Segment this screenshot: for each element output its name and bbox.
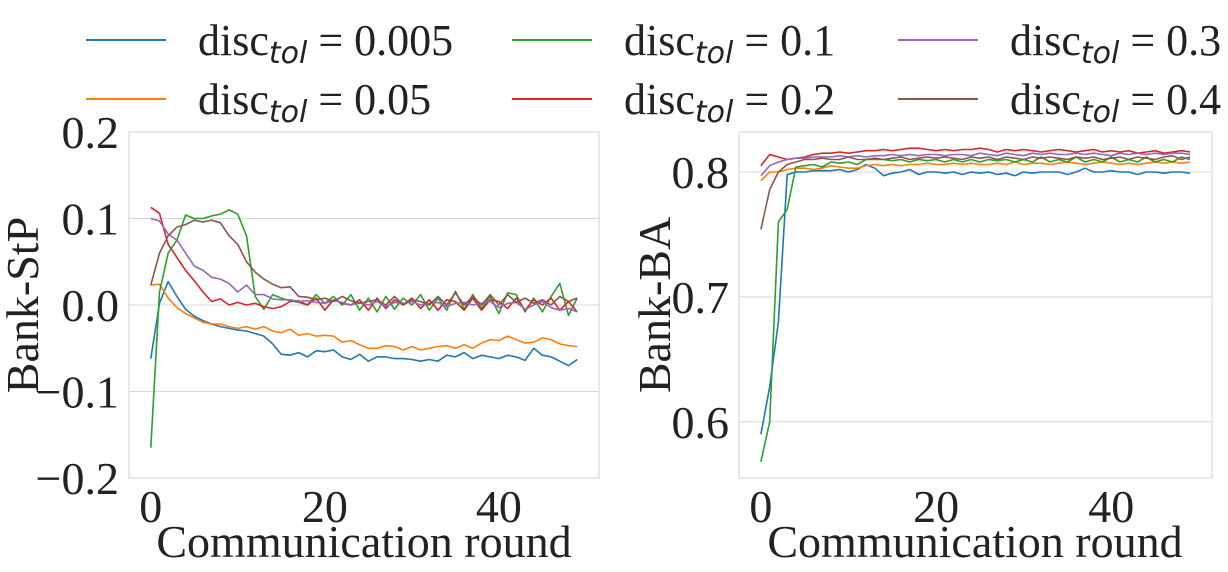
legend-entry: disctol = 0.005	[86, 16, 453, 71]
x-tick-label: 20	[913, 481, 959, 532]
plot-area	[739, 132, 1212, 478]
x-axis-title: Communication round	[767, 516, 1182, 567]
legend-label: disctol = 0.1	[624, 16, 835, 71]
plot-frame	[738, 131, 1213, 479]
y-tick-label: −0.2	[36, 453, 119, 504]
series-line-0	[150, 280, 578, 367]
x-axis-title: Communication round	[156, 516, 571, 567]
y-axis-title: Bank-BA	[629, 217, 680, 393]
series-line-1	[150, 283, 578, 351]
legend-label: disctol = 0.005	[198, 16, 453, 71]
legend-label: disctol = 0.2	[624, 75, 835, 130]
plot-frame	[128, 131, 600, 479]
series-line-1	[760, 161, 1191, 182]
x-tick-label: 20	[302, 481, 348, 532]
x-tick-label: 0	[749, 481, 772, 532]
y-tick-label: −0.1	[36, 367, 119, 418]
series-line-0	[760, 163, 1191, 435]
legend-label: disctol = 0.4	[1010, 75, 1221, 130]
y-tick-label: 0.6	[672, 397, 730, 448]
y-tick-label: 0.2	[62, 107, 120, 158]
legend-label: disctol = 0.05	[198, 75, 431, 130]
x-tick-labels: 0 20 40	[139, 481, 522, 532]
y-tick-label: 0.8	[672, 147, 730, 198]
legend-entry: disctol = 0.1	[512, 16, 835, 71]
series-line-2	[760, 156, 1191, 462]
legend-entry: disctol = 0.05	[86, 75, 431, 130]
panel-bank-stp: −0.2 −0.1 0.0 0.1 0.2 0 20 40 Communication ro…	[0, 107, 600, 567]
x-tick-label: 40	[476, 481, 522, 532]
x-tick-label: 0	[139, 481, 162, 532]
series-line-4	[150, 217, 578, 313]
y-tick-label: 0.0	[62, 280, 120, 331]
y-tick-labels: 0.6 0.7 0.8	[672, 147, 730, 448]
y-tick-label: 0.7	[672, 272, 730, 323]
panel-bank-ba: 0.6 0.7 0.8 0 20 40 Communication round Bank…	[629, 131, 1213, 567]
legend-entry: disctol = 0.3	[898, 16, 1221, 71]
series-line-5	[150, 219, 578, 306]
x-tick-label: 40	[1088, 481, 1134, 532]
y-tick-labels: −0.2 −0.1 0.0 0.1 0.2	[36, 107, 119, 504]
series-lines	[760, 147, 1191, 462]
legend-label: disctol = 0.3	[1010, 16, 1221, 71]
legend-entry: disctol = 0.4	[898, 75, 1221, 130]
x-tick-labels: 0 20 40	[749, 481, 1134, 532]
series-line-5	[760, 154, 1191, 230]
series-line-3	[760, 147, 1191, 167]
y-axis-title: Bank-StP	[0, 217, 48, 393]
series-lines	[150, 206, 578, 448]
series-line-3	[150, 206, 578, 313]
series-line-4	[760, 152, 1191, 177]
legend-entry: disctol = 0.2	[512, 75, 835, 130]
y-tick-label: 0.1	[62, 194, 120, 245]
